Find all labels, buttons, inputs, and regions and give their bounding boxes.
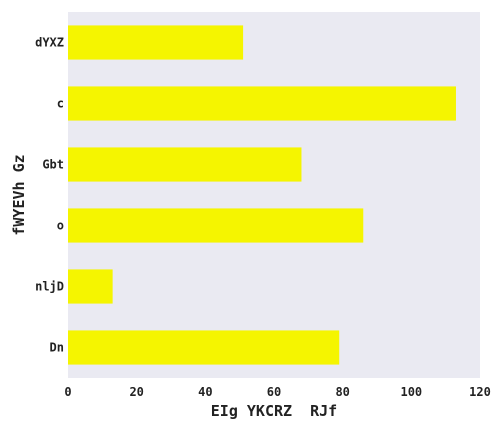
x-tick-label: 80 bbox=[335, 385, 349, 399]
x-tick-label: 40 bbox=[198, 385, 212, 399]
y-tick-label: nljD bbox=[35, 280, 64, 294]
bars-group bbox=[68, 25, 456, 365]
y-tick-labels: dYXZ c Gbt o nljD Dn bbox=[35, 36, 64, 355]
bar-nljD bbox=[68, 269, 113, 304]
x-tick-label: 60 bbox=[267, 385, 281, 399]
bar-Gbt bbox=[68, 147, 302, 182]
bar-c bbox=[68, 86, 456, 121]
x-tick-labels: 0 20 40 60 80 100 120 bbox=[64, 385, 490, 399]
x-tick-label: 100 bbox=[400, 385, 422, 399]
bar-o bbox=[68, 208, 364, 243]
y-tick-label: Gbt bbox=[42, 158, 64, 172]
y-tick-label: dYXZ bbox=[35, 36, 64, 50]
bar-Dn bbox=[68, 330, 340, 365]
x-axis-label: EIg YKCRZ RJf bbox=[211, 402, 337, 420]
plot-area bbox=[68, 12, 480, 378]
x-tick-label: 20 bbox=[129, 385, 143, 399]
y-axis-label: fWYEVh Gz bbox=[10, 154, 28, 235]
x-tick-label: 120 bbox=[469, 385, 491, 399]
y-tick-label: o bbox=[57, 219, 64, 233]
y-tick-label: c bbox=[57, 97, 64, 111]
bar-dYXZ bbox=[68, 25, 244, 60]
y-tick-label: Dn bbox=[50, 341, 64, 355]
x-tick-label: 0 bbox=[64, 385, 71, 399]
